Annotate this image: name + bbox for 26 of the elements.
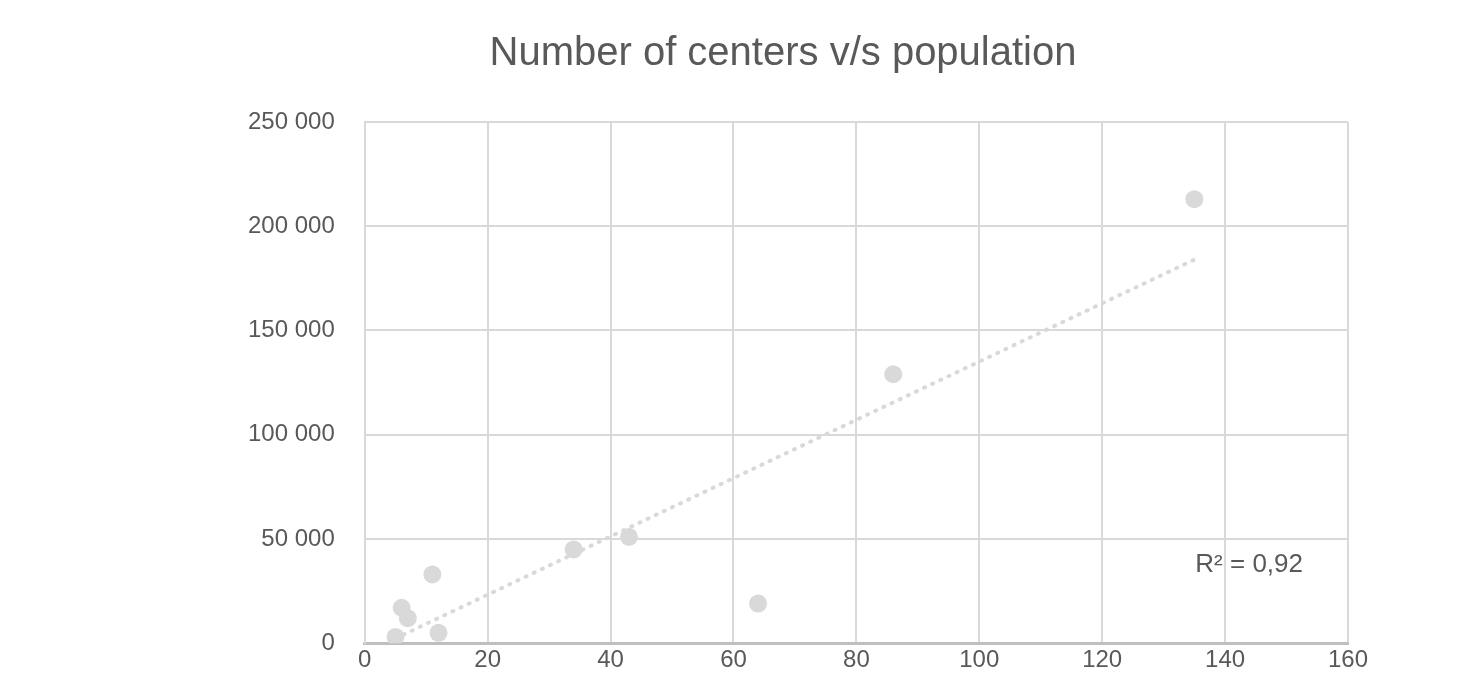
point <box>386 627 405 644</box>
point <box>749 594 768 613</box>
x-tick-label: 160 <box>1327 645 1369 673</box>
point <box>620 527 638 546</box>
point <box>429 623 448 642</box>
y-tick-label: 50 000 <box>261 523 335 551</box>
point <box>564 540 583 559</box>
x-tick-label: 100 <box>959 645 1000 673</box>
y-tick-label: 100 000 <box>247 419 335 447</box>
chart-title: Number of centers v/s population <box>489 29 1077 74</box>
y-tick-label: 0 <box>321 627 335 655</box>
annotation: R² = 0,92 <box>1195 548 1303 579</box>
x-tick-label: 40 <box>597 645 624 673</box>
point <box>423 565 442 584</box>
point <box>398 609 417 628</box>
x-tick-label: 0 <box>358 645 372 673</box>
x-tick-label: 60 <box>720 645 747 673</box>
y-tick-label: 200 000 <box>247 210 335 238</box>
y-tick-label: 150 000 <box>247 315 335 343</box>
point <box>1185 190 1204 209</box>
y-tick-label: 250 000 <box>247 106 335 134</box>
point <box>884 365 903 384</box>
x-tick-label: 80 <box>843 645 870 673</box>
x-tick-label: 140 <box>1205 645 1246 673</box>
x-tick-label: 20 <box>474 645 502 673</box>
x-tick-label: 120 <box>1082 645 1123 673</box>
